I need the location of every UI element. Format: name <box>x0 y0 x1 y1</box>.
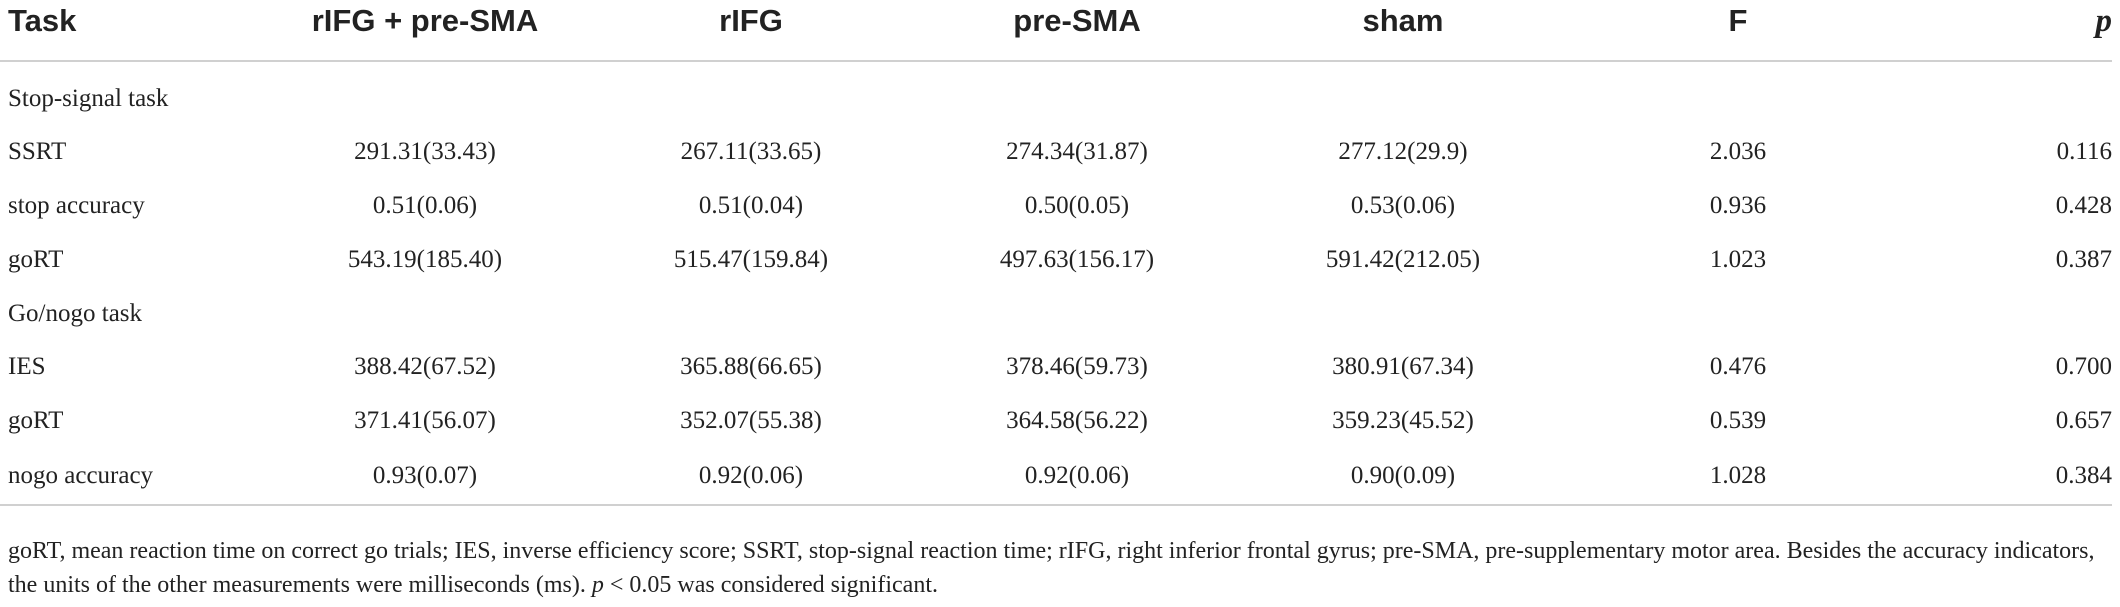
cell-sham: 380.91(67.34) <box>1332 353 1474 380</box>
cell-rifg: 515.47(159.84) <box>673 246 829 273</box>
footnote-p-symbol: p <box>591 572 604 598</box>
table-row: nogo accuracy 0.93(0.07) 0.92(0.06) 0.92… <box>0 448 2112 506</box>
header-row: Task rIFG + pre-SMA rIFG pre-SMA sham F … <box>0 0 2112 62</box>
cell-f: 0.476 <box>1709 353 1767 380</box>
cell-sham: 591.42(212.05) <box>1325 246 1481 273</box>
table-footnote: goRT, mean reaction time on correct go t… <box>8 534 2114 602</box>
cell-rifg: 352.07(55.38) <box>680 407 822 434</box>
cell-p: 0.428 <box>2055 192 2112 219</box>
cell-sham: 0.90(0.09) <box>1240 448 1566 506</box>
header-task: Task <box>0 0 262 62</box>
table-row: IES 388.42(67.52) 365.88(66.65) 378.46(5… <box>0 340 2112 394</box>
cell-p: 0.384 <box>1836 448 2112 506</box>
header-rifg: rIFG <box>588 0 914 62</box>
cell-f: 0.936 <box>1709 192 1767 219</box>
table-row: stop accuracy 0.51(0.06) 0.51(0.04) 0.50… <box>0 179 2112 233</box>
table-row: goRT 371.41(56.07) 352.07(55.38) 364.58(… <box>0 394 2112 448</box>
cell-f: 1.028 <box>1566 448 1836 506</box>
section-title: Go/nogo task <box>8 299 143 327</box>
header-presma: pre-SMA <box>914 0 1240 62</box>
cell-presma: 0.92(0.06) <box>914 448 1240 506</box>
row-label: goRT <box>8 246 64 273</box>
footnote-text: goRT, mean reaction time on correct go t… <box>8 538 2095 598</box>
cell-sham: 359.23(45.52) <box>1332 407 1474 434</box>
cell-p: 0.116 <box>2056 138 2112 165</box>
cell-presma: 364.58(56.22) <box>1006 407 1148 434</box>
cell-f: 0.539 <box>1709 407 1767 434</box>
row-label: stop accuracy <box>8 192 145 219</box>
cell-presma: 497.63(156.17) <box>999 246 1155 273</box>
cell-p: 0.657 <box>2055 407 2112 434</box>
section-row-stop-signal: Stop-signal task <box>0 72 2112 125</box>
cell-presma: 274.34(31.87) <box>1006 138 1148 165</box>
cell-sham: 0.53(0.06) <box>1350 192 1456 219</box>
cell-rifg-presma: 0.93(0.07) <box>262 448 588 506</box>
cell-p: 0.700 <box>2055 353 2112 380</box>
row-label: IES <box>8 353 46 380</box>
row-label: nogo accuracy <box>0 448 262 506</box>
cell-rifg-presma: 291.31(33.43) <box>354 138 496 165</box>
cell-presma: 0.50(0.05) <box>1024 192 1130 219</box>
header-rifg-presma: rIFG + pre-SMA <box>262 0 588 62</box>
cell-p: 0.387 <box>2055 246 2112 273</box>
header-f: F <box>1566 0 1836 62</box>
cell-f: 2.036 <box>1709 138 1767 165</box>
cell-rifg: 365.88(66.65) <box>680 353 822 380</box>
header-p: p <box>1836 0 2112 62</box>
table-row: SSRT 291.31(33.43) 267.11(33.65) 274.34(… <box>0 125 2112 179</box>
row-label: SSRT <box>8 138 67 165</box>
results-table: Task rIFG + pre-SMA rIFG pre-SMA sham F … <box>0 0 2112 506</box>
cell-rifg: 267.11(33.65) <box>680 138 822 165</box>
table-row: goRT 543.19(185.40) 515.47(159.84) 497.6… <box>0 233 2112 287</box>
section-row-go-nogo: Go/nogo task <box>0 287 2112 340</box>
cell-f: 1.023 <box>1709 246 1767 273</box>
cell-sham: 277.12(29.9) <box>1338 138 1468 165</box>
cell-rifg-presma: 0.51(0.06) <box>372 192 478 219</box>
cell-rifg: 0.92(0.06) <box>588 448 914 506</box>
row-label: goRT <box>8 407 64 434</box>
header-sham: sham <box>1240 0 1566 62</box>
cell-rifg-presma: 371.41(56.07) <box>354 407 496 434</box>
spacer-row <box>0 61 2112 72</box>
cell-rifg-presma: 388.42(67.52) <box>354 353 496 380</box>
cell-presma: 378.46(59.73) <box>1006 353 1148 380</box>
footnote-significance-text: < 0.05 was considered significant. <box>603 572 938 598</box>
cell-rifg-presma: 543.19(185.40) <box>347 246 503 273</box>
section-title: Stop-signal task <box>8 84 169 112</box>
cell-rifg: 0.51(0.04) <box>698 192 804 219</box>
